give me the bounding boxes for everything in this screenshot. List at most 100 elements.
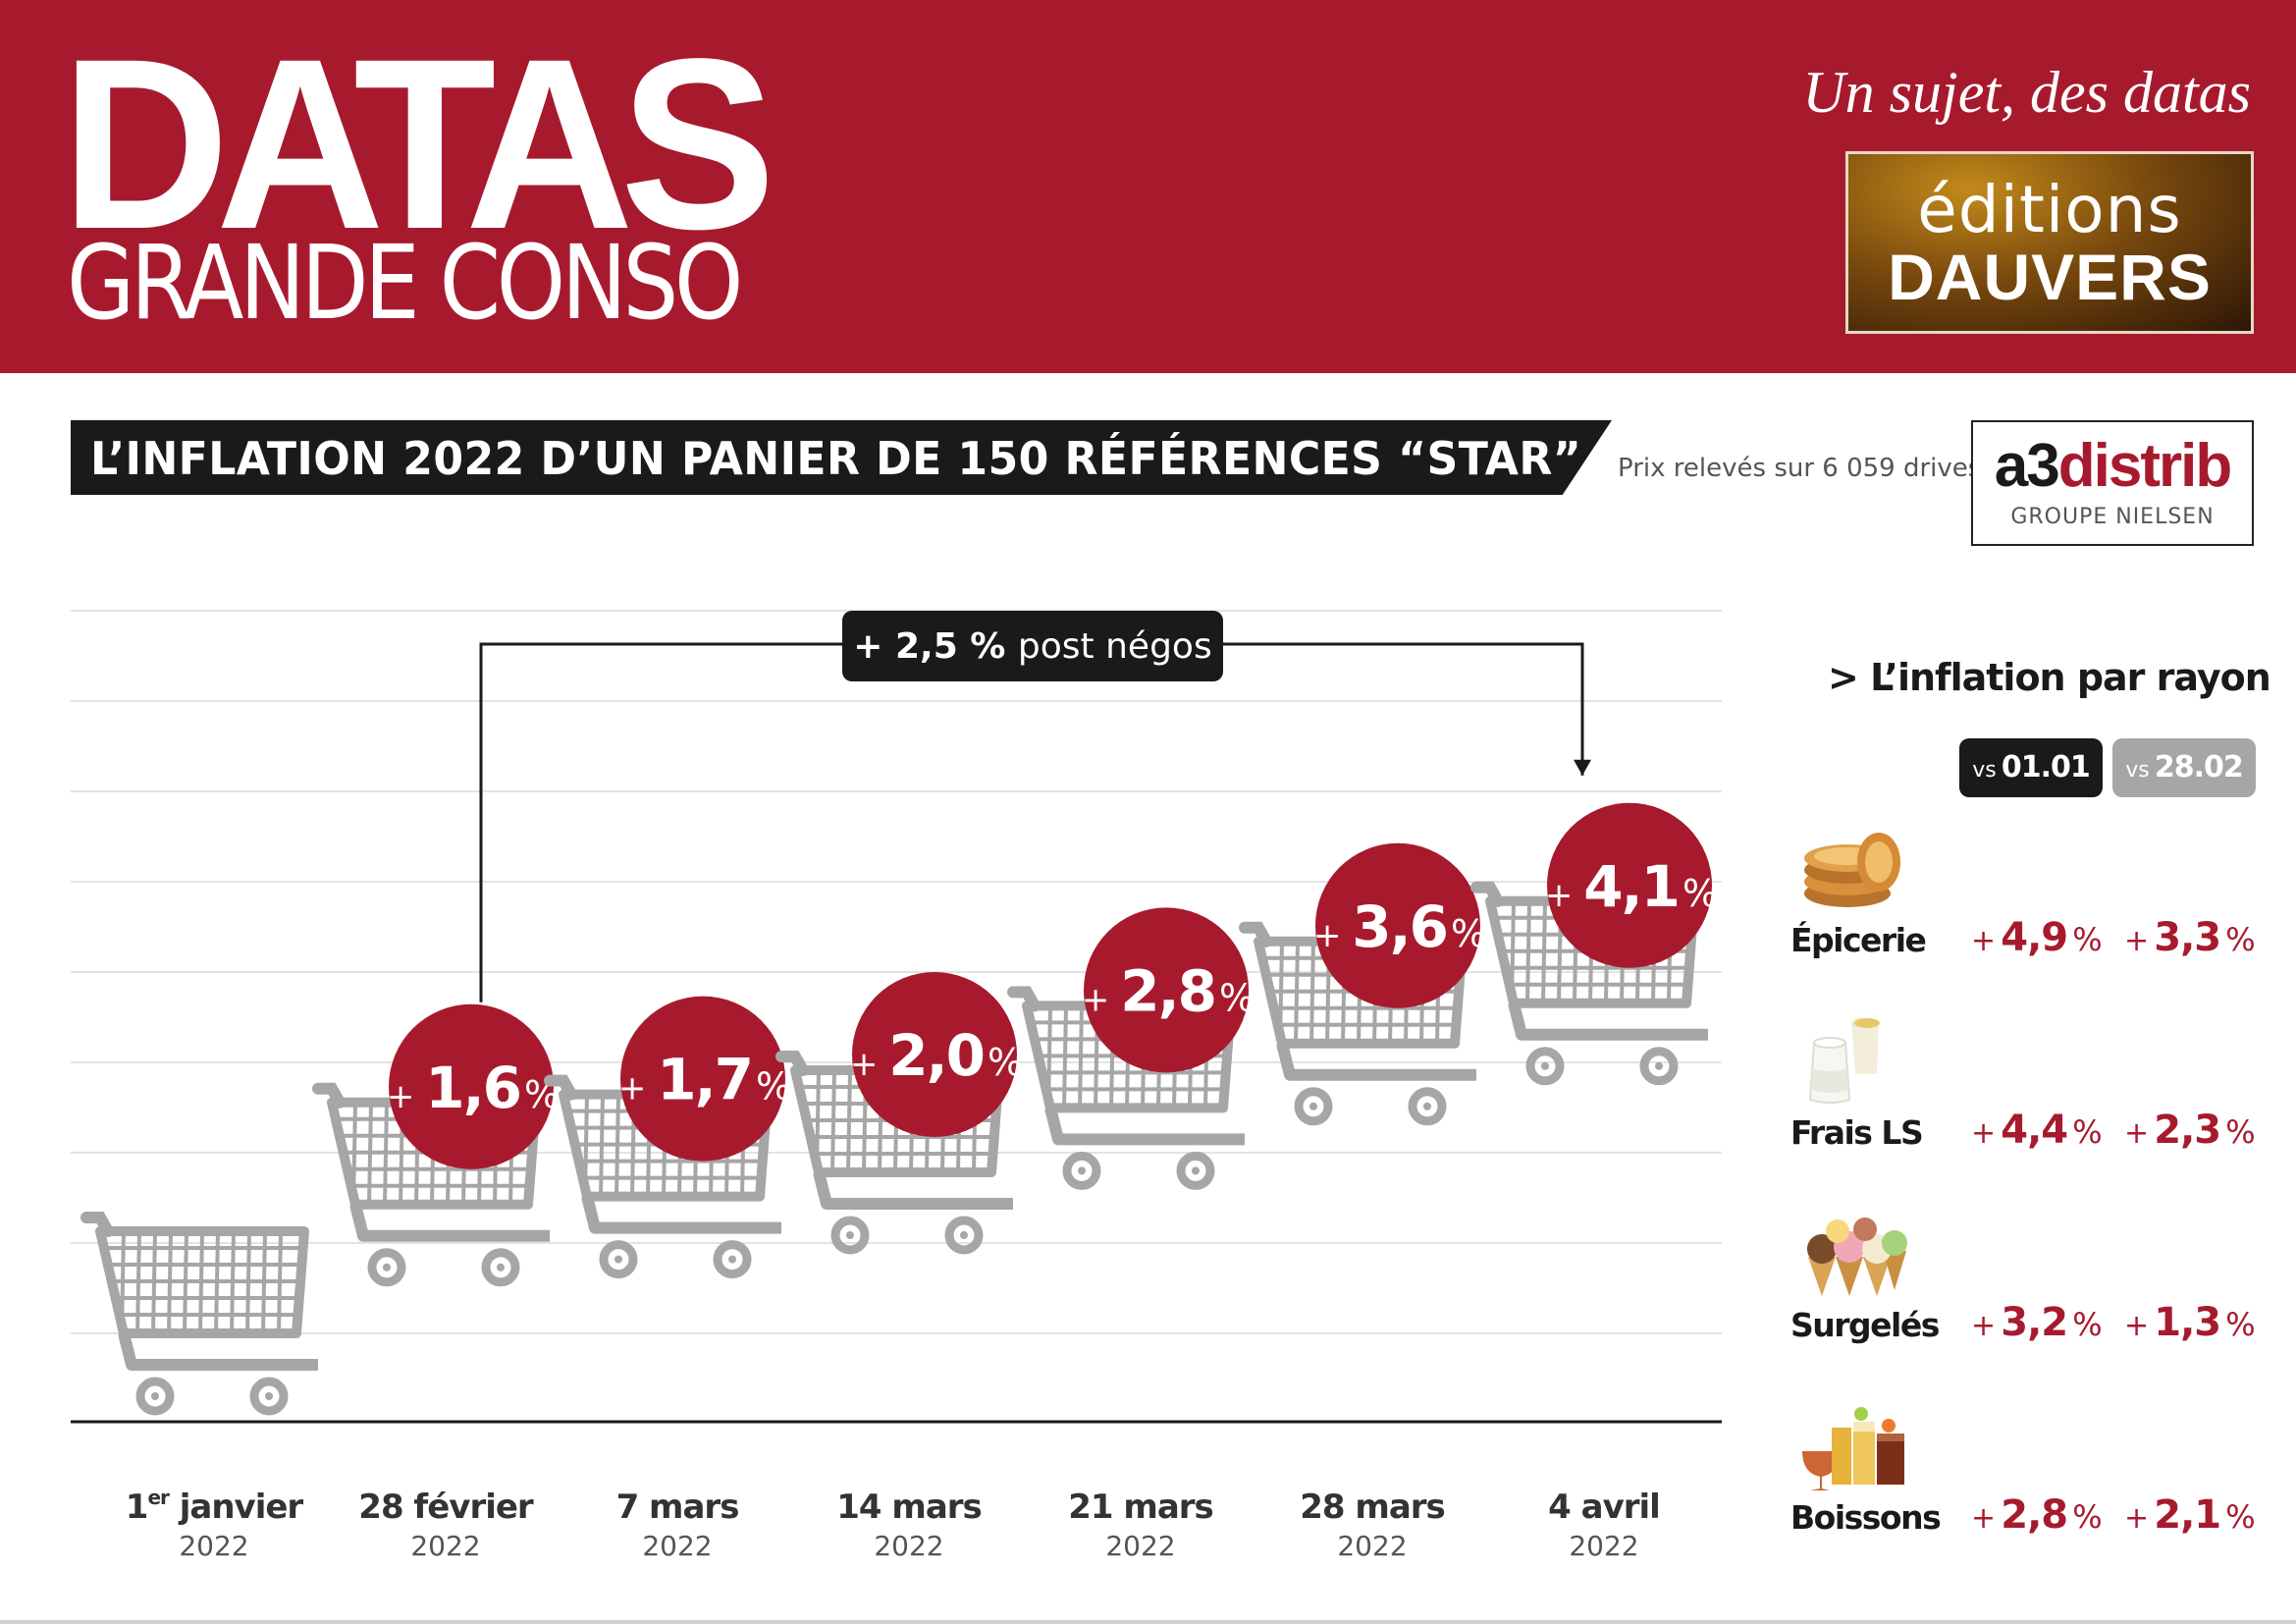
value-badge-circle bbox=[389, 1003, 554, 1169]
plus-sign: + bbox=[850, 1045, 888, 1084]
chart-marks: + 1,6% + 1,7 %+ 2,0 %+ 2,8 %+ 3,6 %+ 4,1% bbox=[80, 802, 1718, 1416]
value-badge-3: + 2,0% bbox=[850, 972, 1023, 1137]
drinks-icon bbox=[1802, 1407, 1904, 1490]
bottom-frame-line bbox=[0, 1620, 2296, 1624]
plus-sign: + bbox=[2124, 1116, 2150, 1151]
cart-wheel bbox=[599, 1240, 638, 1279]
source-note: Prix relevés sur 6 059 drives bbox=[1618, 454, 1982, 483]
x-tick-label-date: 4 avril bbox=[1548, 1488, 1660, 1527]
cart-wheel-hub bbox=[1541, 1061, 1549, 1070]
value-number: 3,3 bbox=[2154, 915, 2221, 960]
cart-frame bbox=[813, 1170, 1013, 1210]
vs-date: 01.01 bbox=[2001, 750, 2091, 785]
a3-text: a3 bbox=[1994, 432, 2060, 500]
plus-sign: + bbox=[1082, 980, 1120, 1019]
date-superscript: er bbox=[147, 1486, 170, 1509]
value-badge-label: + 4,1% bbox=[1545, 853, 1718, 920]
plus-sign: + bbox=[1971, 1501, 1997, 1536]
cart-wheel bbox=[1062, 1151, 1101, 1190]
value-number: 4,1 bbox=[1583, 853, 1679, 920]
cart-wheel-hub bbox=[960, 1231, 968, 1239]
percent-sign: % bbox=[2225, 921, 2256, 958]
vs-text: vs bbox=[1972, 758, 1997, 783]
value-badge-5: + 3,6% bbox=[1313, 842, 1486, 1008]
cart-wheel-hub bbox=[265, 1392, 273, 1400]
cart-wheel-hub bbox=[1309, 1102, 1317, 1110]
title-band: L’INFLATION 2022 D’UN PANIER DE 150 RÉFÉ… bbox=[71, 420, 1612, 495]
value-badge-6: + 4,1% bbox=[1545, 802, 1718, 968]
x-tick-label-date: 28 mars bbox=[1300, 1488, 1445, 1527]
column-header-vs-2802: vs 28.02 bbox=[2112, 738, 2256, 797]
cart-wheel-hub bbox=[151, 1392, 159, 1400]
rayon-value-vs-2802: + 3,3 % bbox=[2124, 915, 2256, 960]
inflation-chart: + 2,5 % post négos + 1,6% + 1,7 %+ 2,0 %+ 2… bbox=[71, 610, 1722, 1562]
x-tick-label-date: 1er janvier bbox=[126, 1486, 304, 1527]
value-badge-circle bbox=[1547, 802, 1712, 968]
cart-wheel bbox=[713, 1240, 752, 1279]
distrib-text: distrib bbox=[2057, 432, 2232, 500]
percent-sign: % bbox=[2225, 1306, 2256, 1343]
rayon-value-vs-2802: + 2,1 % bbox=[2124, 1492, 2256, 1538]
rayon-epicerie: Épicerie + 4,9 % + 3,3 % bbox=[1790, 817, 2271, 994]
rayon-boissons: Boissons + 2,8 % + 2,1 % bbox=[1790, 1394, 2271, 1571]
plus-sign: + bbox=[1971, 1309, 1997, 1343]
plus-sign: + bbox=[1971, 1116, 1997, 1151]
cart-frame bbox=[1276, 1042, 1476, 1081]
cart-wheel-hub bbox=[1423, 1102, 1431, 1110]
value-badge-label: + 3,6% bbox=[1313, 893, 1486, 960]
annotation-text: post négos bbox=[1018, 626, 1212, 667]
rayon-value-vs-0101: + 2,8 % bbox=[1971, 1492, 2103, 1538]
cart-frame bbox=[349, 1203, 550, 1242]
cart-mark-0 bbox=[80, 1212, 318, 1416]
plus-sign: + bbox=[2124, 924, 2150, 958]
x-tick-label-date: 14 mars bbox=[836, 1488, 982, 1527]
rayon-name: Boissons bbox=[1790, 1498, 1942, 1537]
cart-wheel-hub bbox=[1192, 1166, 1200, 1175]
rayon-panel-title: > L’inflation par rayon bbox=[1828, 656, 2271, 699]
value-number: 4,4 bbox=[2001, 1108, 2068, 1153]
vs-date: 28.02 bbox=[2154, 750, 2244, 785]
plus-sign: + bbox=[2124, 1501, 2150, 1536]
value-number: 1,3 bbox=[2154, 1300, 2221, 1345]
editions-dauvers-logo: éditions DAUVERS bbox=[1845, 151, 2254, 334]
rayon-value-vs-0101: + 4,4 % bbox=[1971, 1108, 2103, 1153]
value-number: 4,9 bbox=[2001, 915, 2068, 960]
publisher-line1: éditions bbox=[1917, 172, 2182, 247]
cart-wheel-hub bbox=[497, 1263, 505, 1272]
cart-wheel bbox=[1525, 1047, 1565, 1086]
percent-sign: % bbox=[2072, 921, 2103, 958]
value-number: 2,1 bbox=[2154, 1492, 2221, 1538]
x-tick-label-date: 28 février bbox=[358, 1488, 534, 1527]
cart-frame bbox=[1508, 1001, 1708, 1041]
date-day: 1 bbox=[126, 1488, 148, 1527]
value-badge-label: + 1,7% bbox=[618, 1047, 791, 1113]
percent-sign: % bbox=[2225, 1113, 2256, 1151]
plus-sign: + bbox=[618, 1069, 657, 1109]
percent-sign: % bbox=[2072, 1306, 2103, 1343]
column-header-vs-0101: vs 01.01 bbox=[1959, 738, 2103, 797]
value-number: 2,8 bbox=[1120, 957, 1215, 1024]
value-badge-circle bbox=[852, 972, 1017, 1137]
cart-wheel-hub bbox=[614, 1255, 622, 1264]
x-tick-label-year: 2022 bbox=[410, 1530, 480, 1562]
cart-basket bbox=[95, 1226, 309, 1338]
x-tick-label-year: 2022 bbox=[642, 1530, 712, 1562]
x-tick-label-date: 21 mars bbox=[1068, 1488, 1213, 1527]
percent-sign: % bbox=[2225, 1498, 2256, 1536]
rayon-name: Épicerie bbox=[1790, 921, 1927, 959]
plus-sign: + bbox=[1971, 924, 1997, 958]
annotation-label: + 2,5 % post négos bbox=[853, 626, 1211, 667]
value-number: 3,6 bbox=[1352, 893, 1447, 960]
percent-sign: % bbox=[988, 1041, 1023, 1084]
x-tick-label-year: 2022 bbox=[1105, 1530, 1175, 1562]
value-badge-2: + 1,7% bbox=[618, 996, 791, 1162]
rayon-value-vs-2802: + 1,3 % bbox=[2124, 1300, 2256, 1345]
cart-wheel bbox=[1408, 1087, 1447, 1126]
date-month: janvier bbox=[169, 1488, 304, 1527]
a3distrib-logo: a3distrib GROUPE NIELSEN bbox=[1971, 420, 2254, 546]
value-number: 3,2 bbox=[2001, 1300, 2068, 1345]
rayon-value-vs-2802: + 2,3 % bbox=[2124, 1108, 2256, 1153]
post-negos-annotation: + 2,5 % post négos bbox=[479, 611, 1591, 1002]
value-number: 1,7 bbox=[657, 1047, 752, 1113]
percent-sign: % bbox=[1219, 976, 1255, 1019]
